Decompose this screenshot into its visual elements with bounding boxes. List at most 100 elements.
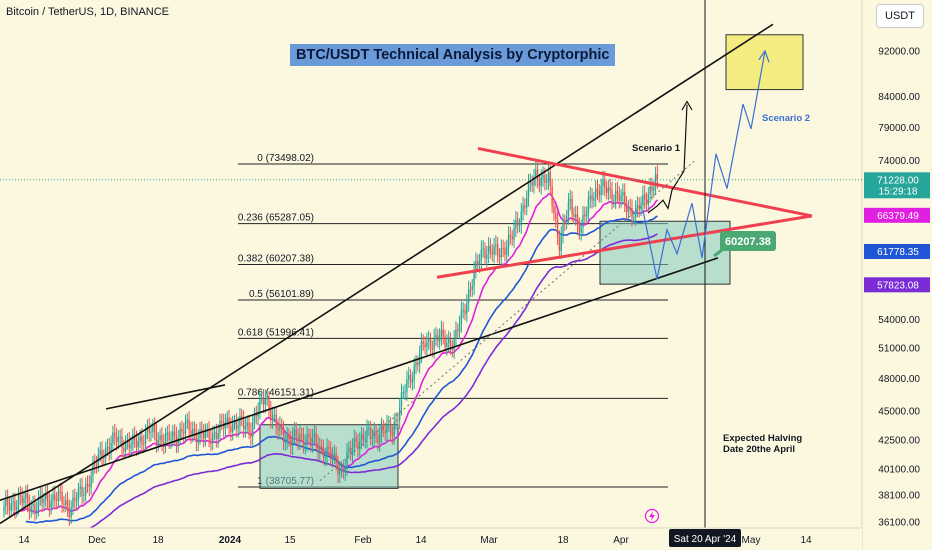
candle-body: [451, 347, 454, 350]
scenario-paths: [642, 49, 770, 280]
candle-body: [605, 187, 608, 193]
candle-body: [70, 507, 72, 518]
candle-body: [79, 486, 81, 489]
candle-body: [181, 428, 183, 432]
support-badge-pointer: [713, 248, 723, 258]
candle-body: [224, 422, 227, 429]
candle-body: [17, 494, 20, 508]
candle-body: [330, 449, 332, 459]
candle-body: [293, 429, 296, 437]
candle-body: [614, 191, 617, 201]
candle-body: [333, 452, 336, 457]
price-badge-text: 57823.08: [877, 280, 919, 291]
halving-label-2: Date 20the April: [723, 444, 795, 455]
candle-body: [170, 439, 172, 441]
candle-body: [594, 188, 597, 199]
candle-body: [144, 431, 147, 444]
candle-body: [204, 431, 207, 439]
candle-body: [139, 436, 141, 442]
candle-body: [582, 214, 584, 228]
candle-body: [84, 484, 87, 495]
candle-body: [342, 468, 345, 473]
candle-body: [50, 500, 52, 509]
price-badge: [864, 207, 930, 223]
candle-body: [475, 261, 477, 270]
candle-body: [157, 440, 159, 444]
candle-body: [188, 419, 190, 431]
candle-body: [124, 441, 127, 452]
candle-body: [192, 428, 194, 435]
candle-body: [344, 467, 346, 473]
currency-selector[interactable]: USDT: [876, 4, 924, 28]
candle-body: [369, 428, 372, 439]
candle-body: [489, 245, 492, 251]
candle-body: [94, 463, 96, 465]
candle-body: [310, 437, 312, 444]
candle-body: [380, 425, 383, 435]
candle-body: [25, 493, 27, 499]
candle-body: [415, 362, 417, 367]
candle-body: [320, 446, 323, 448]
candle-body: [522, 205, 524, 212]
candle-body: [509, 234, 512, 237]
candle-body: [152, 425, 154, 432]
candle-body: [302, 435, 305, 446]
price-badge: [864, 277, 930, 293]
candle-body: [596, 188, 599, 192]
candle-body: [65, 500, 67, 505]
candle-body: [624, 192, 626, 204]
candle-body: [319, 446, 321, 452]
candle-body: [115, 436, 118, 442]
candle-body: [103, 457, 105, 459]
candle-body: [573, 214, 575, 217]
candle-body: [511, 236, 513, 240]
candle-body: [431, 348, 434, 350]
candle-body: [382, 425, 385, 431]
candle-body: [591, 195, 593, 201]
candle-body: [179, 428, 181, 439]
candle-body: [609, 187, 611, 191]
candle-body: [404, 391, 406, 393]
symbol-label: Bitcoin / TetherUS, 1D, BINANCE: [6, 6, 170, 18]
candle-body: [34, 504, 36, 512]
candle-body: [587, 199, 590, 213]
candle-body: [237, 425, 239, 429]
candle-body: [104, 447, 107, 458]
candle-body: [339, 469, 341, 475]
candle-body: [613, 200, 615, 202]
candle-body: [182, 431, 185, 434]
time-tick-label: May: [742, 535, 761, 546]
candle-body: [217, 432, 219, 439]
candle-body: [155, 432, 158, 444]
candle-body: [335, 452, 337, 465]
candle-body: [328, 446, 330, 450]
candle-body: [638, 205, 640, 210]
flash-icon-bolt: [649, 511, 655, 521]
candle-body: [349, 447, 352, 454]
candle-body: [108, 446, 110, 452]
time-tick-label: Dec: [88, 535, 106, 546]
candle-body: [424, 343, 426, 348]
candle-body: [625, 203, 628, 213]
candle-body: [72, 497, 74, 508]
candle-body: [362, 434, 365, 440]
candle-body: [498, 255, 501, 258]
candle-body: [500, 248, 503, 258]
candle-body: [576, 214, 579, 225]
candle-body: [295, 429, 297, 438]
candle-body: [438, 336, 441, 342]
triangle-lower: [436, 214, 813, 279]
candle-body: [513, 227, 515, 240]
candle-body: [21, 495, 23, 503]
time-tick-label: 15: [284, 535, 296, 546]
price-tick-label: 74000.00: [878, 156, 920, 167]
candle-body: [251, 422, 254, 437]
candle-body: [221, 420, 223, 423]
candle-body: [172, 431, 174, 440]
candle-body: [175, 435, 178, 445]
candle-body: [507, 234, 510, 248]
candle-body: [569, 198, 571, 202]
price-axis-bg: [862, 0, 932, 550]
candle-body: [504, 248, 506, 255]
